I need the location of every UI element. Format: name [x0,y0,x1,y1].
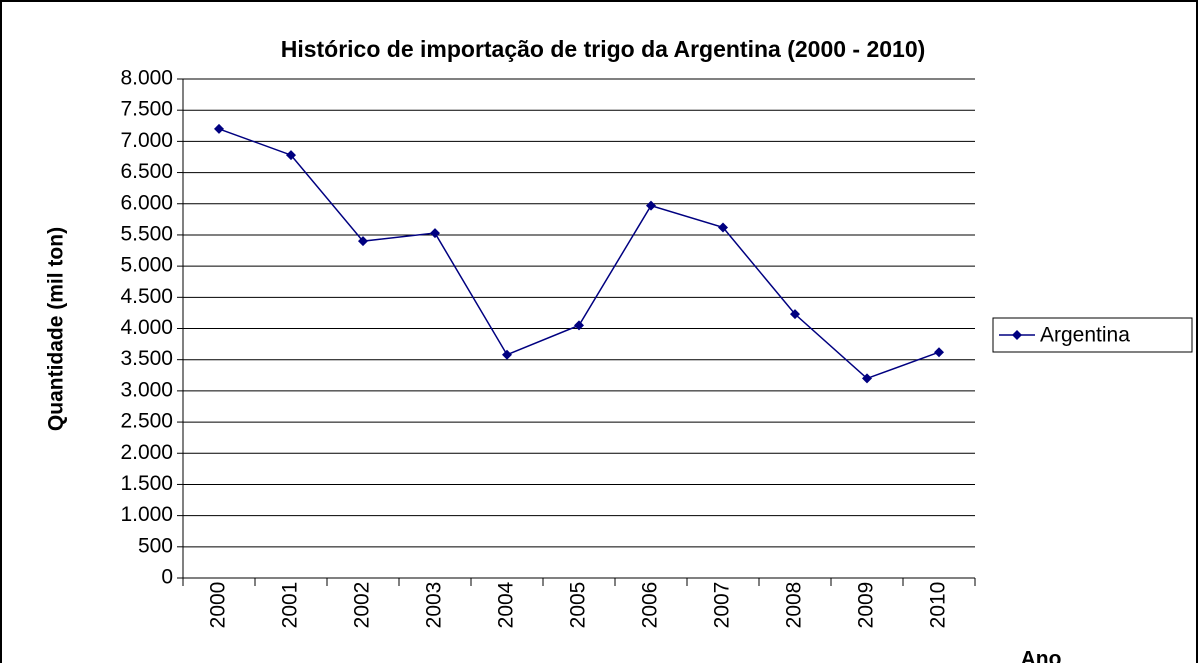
y-tick-label: 7.500 [120,98,173,121]
x-tick-label: 2010 [927,582,950,629]
y-tick-label: 4.000 [120,316,173,339]
y-tick-label: 1.500 [120,472,173,495]
y-tick-label: 0 [161,566,173,589]
x-tick-label: 2003 [423,582,446,629]
x-tick-label: 2000 [207,582,230,629]
y-tick-label: 3.000 [120,378,173,401]
legend-label: Argentina [1040,324,1130,347]
x-axis-label: Ano [1021,648,1062,663]
y-tick-label: 3.500 [120,347,173,370]
y-tick-label: 2.500 [120,410,173,433]
marker [430,228,440,239]
marker [286,150,296,161]
x-tick-label: 2004 [495,581,518,628]
marker [574,320,584,331]
y-tick-label: 6.000 [120,191,173,214]
y-tick-label: 500 [138,534,173,557]
y-tick-label: 8.000 [120,67,173,90]
x-tick-label: 2001 [279,582,302,629]
y-tick-label: 5.000 [120,254,173,277]
x-tick-label: 2006 [639,582,662,629]
chart-title: Histórico de importação de trigo da Arge… [281,36,926,62]
marker [646,200,656,211]
y-axis-label: Quantidade (mil ton) [45,227,68,431]
legend-marker [1012,330,1022,340]
x-tick-label: 2008 [783,582,806,629]
x-tick-label: 2002 [351,582,374,629]
y-tick-label: 5.500 [120,222,173,245]
x-tick-label: 2009 [855,582,878,629]
marker [502,349,512,360]
y-tick-label: 2.000 [120,441,173,464]
y-tick-label: 6.500 [120,160,173,183]
marker [214,123,224,134]
x-tick-label: 2007 [711,582,734,629]
x-tick-label: 2005 [567,582,590,629]
marker [718,222,728,233]
y-tick-label: 1.000 [120,503,173,526]
marker [934,347,944,358]
y-tick-label: 7.000 [120,129,173,152]
marker [358,236,368,247]
marker [790,309,800,320]
y-tick-label: 4.500 [120,285,173,308]
marker [862,373,872,384]
